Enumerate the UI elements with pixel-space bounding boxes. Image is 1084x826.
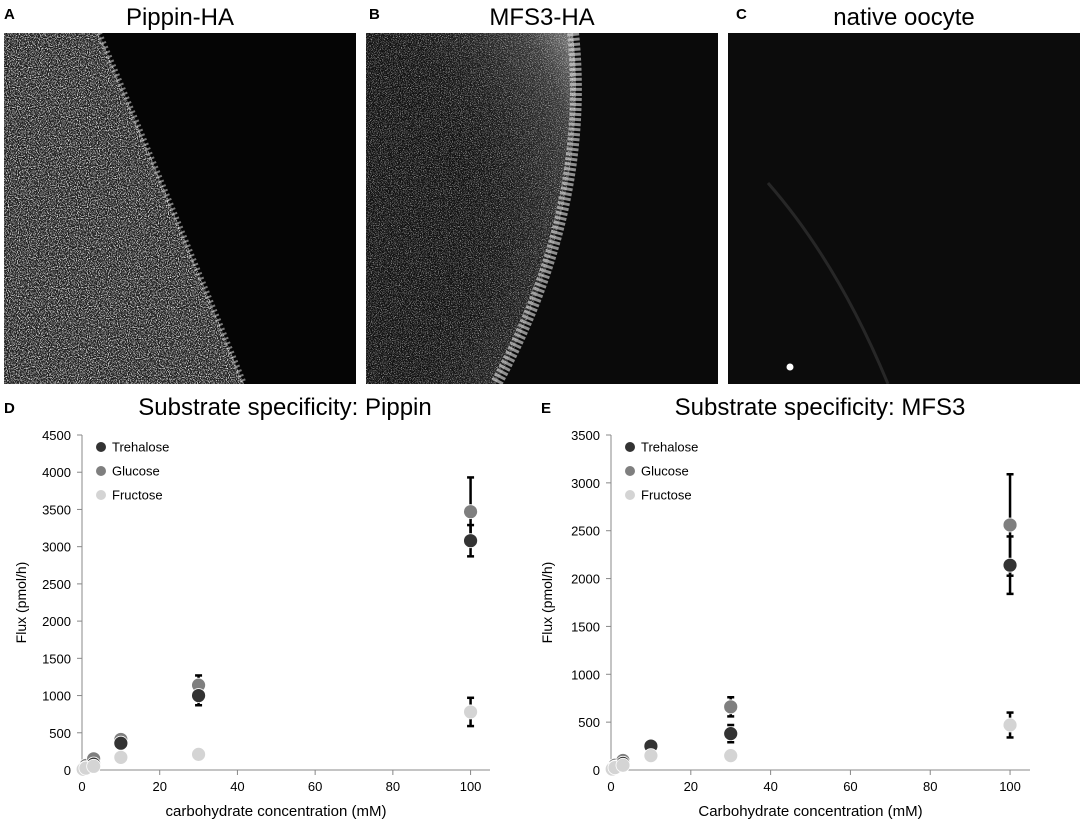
- data-point-fructose: [86, 758, 102, 774]
- legend-label-glucose: Glucose: [112, 464, 160, 479]
- chart-pippin: 0 20 40 60 80 1000500100015002000250030003500…: [13, 428, 490, 820]
- legend-label-trehalose: Trehalose: [112, 440, 169, 455]
- legend-marker-fructose: [96, 490, 106, 500]
- micrograph-pippin-ha: [4, 33, 356, 384]
- legend-label-glucose: Glucose: [641, 464, 689, 479]
- data-point-fructose: [463, 704, 478, 720]
- legend-label-fructose: Fructose: [641, 488, 692, 503]
- x-axis-label: carbohydrate concentration (mM): [166, 803, 387, 820]
- legend-marker-glucose: [625, 466, 635, 476]
- x-tick-label: 0: [78, 779, 85, 794]
- panel-letter-b: B: [369, 6, 380, 23]
- data-point-glucose: [1002, 517, 1018, 533]
- y-tick-label: 500: [578, 715, 600, 730]
- y-tick-label: 2500: [571, 524, 600, 539]
- panel-letter-c: C: [736, 6, 747, 23]
- x-tick-label: 80: [923, 779, 937, 794]
- data-point-fructose: [615, 757, 631, 773]
- chart-mfs3: 0 20 40 60 80 1000500100015002000250030003500…: [539, 428, 1030, 820]
- y-tick-label: 3000: [571, 476, 600, 491]
- x-tick-label: 100: [460, 779, 482, 794]
- micrograph-title-mfs3: MFS3-HA: [489, 4, 595, 31]
- y-tick-label: 2500: [42, 577, 71, 592]
- panel-letter-a: A: [4, 6, 15, 23]
- legend-label-fructose: Fructose: [112, 488, 163, 503]
- x-tick-label: 0: [607, 779, 614, 794]
- x-tick-label: 80: [386, 779, 400, 794]
- legend-marker-fructose: [625, 490, 635, 500]
- data-point-trehalose: [463, 533, 478, 549]
- data-point-fructose: [723, 748, 739, 764]
- data-point-glucose: [723, 699, 739, 715]
- chart-title-mfs3: Substrate specificity: MFS3: [674, 394, 966, 421]
- y-tick-label: 0: [593, 763, 600, 778]
- y-tick-label: 1500: [571, 619, 600, 634]
- legend-marker-trehalose: [96, 442, 106, 452]
- chart-title-pippin: Substrate specificity: Pippin: [138, 394, 432, 421]
- data-point-fructose: [643, 748, 659, 764]
- y-tick-label: 1000: [42, 689, 71, 704]
- data-point-fructose: [191, 746, 206, 762]
- y-tick-label: 500: [49, 726, 71, 741]
- data-point-fructose: [113, 749, 129, 765]
- data-point-glucose: [463, 504, 478, 520]
- micrograph-mfs3-image: [366, 33, 718, 384]
- y-tick-label: 3000: [42, 540, 71, 555]
- x-axis-label: Carbohydrate concentration (mM): [698, 803, 922, 820]
- x-tick-label: 20: [152, 779, 166, 794]
- micrograph-title-native: native oocyte: [833, 4, 975, 31]
- micrograph-pippin-image: [4, 33, 356, 384]
- panel-letter-e: E: [541, 400, 552, 417]
- y-axis-label: Flux (pmol/h): [13, 562, 29, 644]
- y-tick-label: 2000: [42, 614, 71, 629]
- micrograph-native-image: [728, 33, 1080, 384]
- legend-marker-glucose: [96, 466, 106, 476]
- y-tick-label: 3500: [42, 502, 71, 517]
- x-tick-label: 60: [308, 779, 322, 794]
- x-tick-label: 40: [230, 779, 244, 794]
- y-tick-label: 3500: [571, 428, 600, 443]
- x-tick-label: 60: [843, 779, 857, 794]
- y-tick-label: 1000: [571, 667, 600, 682]
- legend-label-trehalose: Trehalose: [641, 440, 698, 455]
- x-tick-label: 20: [684, 779, 698, 794]
- x-tick-label: 100: [999, 779, 1021, 794]
- data-point-fructose: [1002, 717, 1018, 733]
- y-tick-label: 4000: [42, 465, 71, 480]
- x-tick-label: 40: [763, 779, 777, 794]
- y-tick-label: 0: [64, 763, 71, 778]
- y-tick-label: 1500: [42, 651, 71, 666]
- micrograph-native-oocyte: [728, 33, 1080, 384]
- data-point-trehalose: [191, 688, 206, 703]
- data-point-trehalose: [1002, 557, 1018, 573]
- panel-letter-d: D: [4, 400, 15, 417]
- y-axis-label: Flux (pmol/h): [539, 562, 555, 644]
- data-point-trehalose: [723, 726, 739, 742]
- legend-marker-trehalose: [625, 442, 635, 452]
- y-tick-label: 2000: [571, 572, 600, 587]
- y-tick-label: 4500: [42, 428, 71, 443]
- micrograph-title-pippin: Pippin-HA: [125, 4, 235, 31]
- data-point-trehalose: [113, 735, 129, 751]
- micrograph-mfs3-ha: [366, 33, 718, 384]
